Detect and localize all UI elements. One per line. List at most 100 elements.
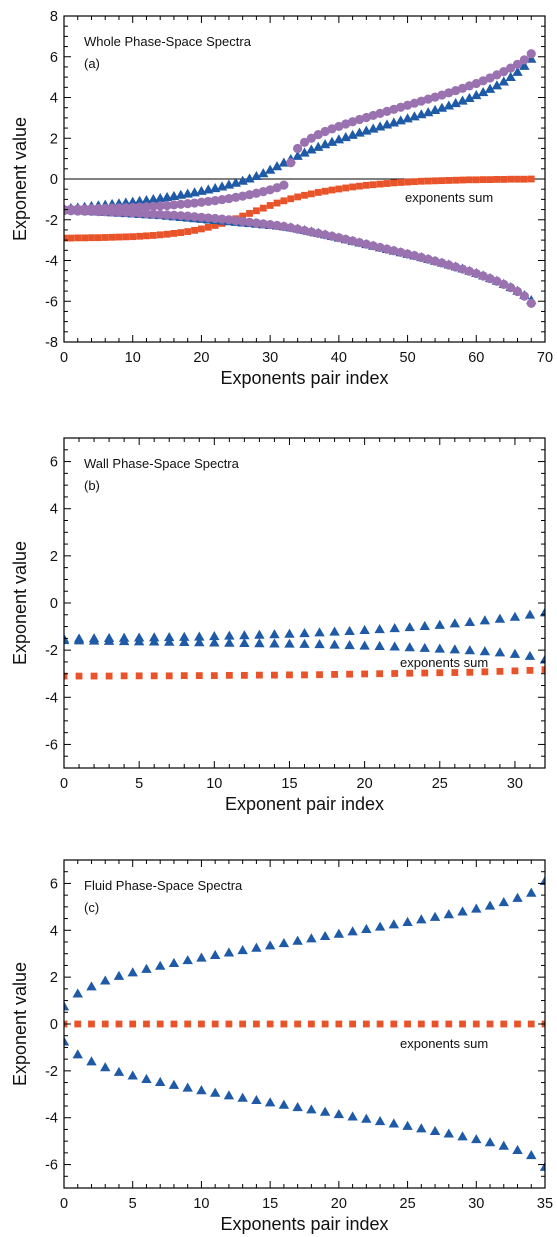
circle-point xyxy=(382,244,392,254)
circle-point xyxy=(169,210,179,220)
square-point xyxy=(356,182,363,190)
circle-point xyxy=(121,207,131,218)
circle-point xyxy=(134,208,145,218)
circle-point xyxy=(286,223,296,233)
square-point xyxy=(225,1020,233,1028)
triangle-point xyxy=(319,139,331,149)
triangle-point xyxy=(434,643,445,653)
square-point xyxy=(321,1020,329,1028)
triangle-point xyxy=(269,629,280,639)
y-axis-title: Exponent value xyxy=(10,962,30,1086)
square-point xyxy=(541,666,545,674)
square-point xyxy=(500,1020,508,1028)
y-tick-label: 2 xyxy=(50,131,58,147)
x-tick-label: 30 xyxy=(262,350,278,366)
triangle-point xyxy=(264,940,276,950)
triangle-point xyxy=(419,642,430,652)
plot-frame xyxy=(63,859,546,1189)
triangle-point xyxy=(196,1085,207,1095)
square-point xyxy=(496,667,504,675)
square-point xyxy=(307,1020,315,1028)
circle-point xyxy=(485,73,495,83)
square-point xyxy=(156,1020,164,1028)
square-point xyxy=(246,210,253,217)
circle-point xyxy=(396,247,406,257)
x-tick-label: 15 xyxy=(281,776,297,792)
y-tick-label: 0 xyxy=(50,1017,58,1033)
square-point xyxy=(486,1020,494,1028)
circle-point xyxy=(279,180,289,190)
triangle-point xyxy=(359,624,370,635)
triangle-point xyxy=(416,914,427,924)
triangle-point xyxy=(251,1094,262,1105)
triangle-point xyxy=(182,955,193,965)
circle-point xyxy=(73,206,83,216)
square-point xyxy=(135,672,143,680)
triangle-point xyxy=(484,1137,496,1147)
y-tick-label: 4 xyxy=(50,91,58,107)
circle-point xyxy=(224,215,234,225)
square-point xyxy=(239,1020,247,1028)
circle-point xyxy=(100,207,110,217)
triangle-point xyxy=(450,98,461,108)
square-point xyxy=(514,175,521,183)
triangle-point xyxy=(254,638,265,648)
square-point xyxy=(390,1020,398,1028)
square-point xyxy=(253,207,260,215)
square-point xyxy=(101,1020,109,1028)
triangle-point xyxy=(237,945,248,955)
triangle-point xyxy=(113,1066,125,1076)
circle-point xyxy=(141,209,152,219)
square-point xyxy=(184,228,192,235)
x-axis-title: Exponents pair index xyxy=(220,1214,388,1234)
square-point xyxy=(256,671,263,679)
panel-label: (a) xyxy=(84,56,100,71)
square-point xyxy=(170,230,178,237)
square-point xyxy=(321,187,329,195)
square-point xyxy=(259,204,267,212)
square-point xyxy=(271,671,278,679)
circle-point xyxy=(93,207,103,217)
triangle-point xyxy=(264,164,276,174)
square-point xyxy=(163,230,171,238)
triangle-point xyxy=(457,1131,468,1141)
circle-point xyxy=(279,221,289,232)
circle-point xyxy=(334,233,344,243)
triangle-point xyxy=(329,626,340,636)
triangle-point xyxy=(402,916,413,926)
square-point xyxy=(307,190,315,198)
square-point xyxy=(280,197,288,205)
circle-point xyxy=(272,220,282,231)
circle-point xyxy=(203,196,213,207)
triangle-point xyxy=(86,981,97,991)
triangle-point xyxy=(539,607,545,617)
triangle-point xyxy=(494,647,506,657)
y-tick-label: 6 xyxy=(50,50,58,66)
square-point xyxy=(184,1020,192,1028)
triangle-point xyxy=(519,60,530,70)
square-point xyxy=(507,175,515,183)
circle-point xyxy=(217,214,227,224)
square-point xyxy=(64,234,68,242)
triangle-point xyxy=(449,644,461,654)
y-tick-label: -6 xyxy=(45,294,58,310)
triangle-point xyxy=(347,1111,358,1121)
y-tick-label: -2 xyxy=(45,643,58,659)
triangle-point xyxy=(306,933,317,943)
triangle-point xyxy=(471,1134,482,1144)
square-point xyxy=(165,672,173,680)
exponents-sum-annotation: exponents sum xyxy=(400,655,488,670)
square-point xyxy=(156,231,164,239)
markers-group xyxy=(64,49,537,308)
triangle-point xyxy=(491,80,503,90)
triangle-point xyxy=(524,650,536,660)
circle-point xyxy=(86,206,97,216)
triangle-point xyxy=(329,639,340,649)
square-point xyxy=(346,670,353,678)
circle-point xyxy=(519,55,529,65)
square-point xyxy=(436,669,444,677)
triangle-point xyxy=(333,1109,345,1119)
square-point xyxy=(88,1020,95,1028)
square-point xyxy=(486,176,494,184)
square-point xyxy=(445,177,453,184)
